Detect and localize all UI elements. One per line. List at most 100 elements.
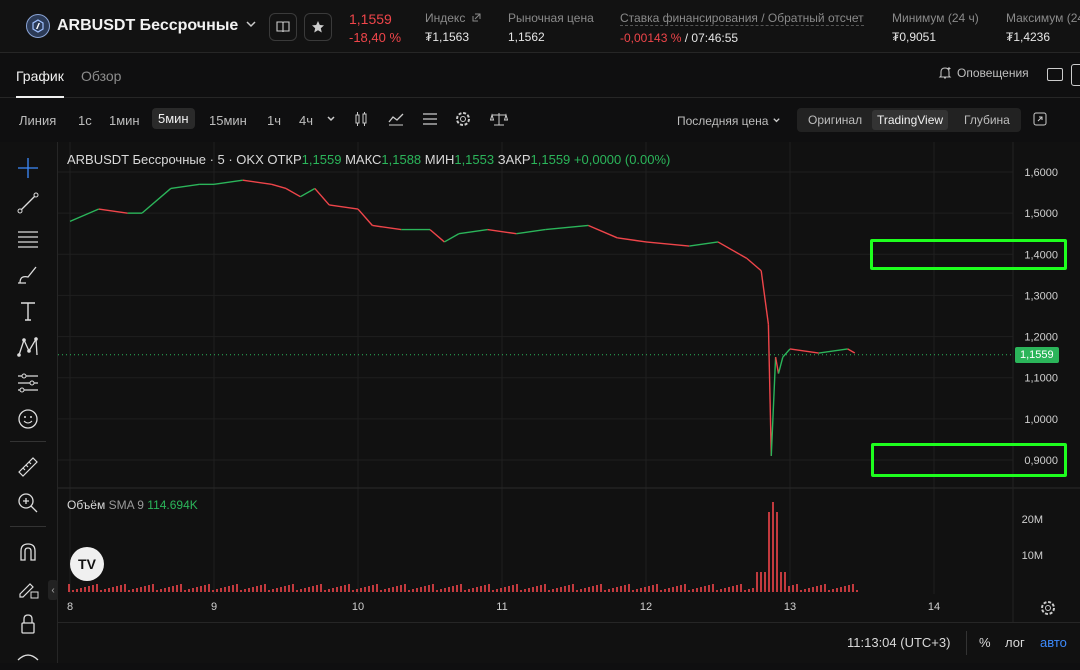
fib-lines-icon[interactable] (14, 225, 42, 253)
volume-bar (128, 590, 130, 592)
volume-bar (624, 585, 626, 592)
tf-1min[interactable]: 1мин (109, 113, 140, 128)
crosshair-icon[interactable] (14, 154, 42, 182)
volume-bar (464, 590, 466, 592)
volume-bar (76, 589, 78, 592)
lock-icon[interactable] (14, 610, 42, 638)
ruler-icon[interactable] (14, 453, 42, 481)
stat-index[interactable]: Индекс ₮1,1563 (425, 11, 481, 44)
tradingview-logo-icon[interactable]: TV (70, 547, 104, 581)
chart-toolbar: Линия 1с 1мин 5мин 15мин 1ч 4ч Последняя… (0, 98, 1080, 143)
tab-chart[interactable]: График (16, 68, 64, 98)
volume-bar (124, 584, 126, 592)
legend-high-label: МАКС (345, 152, 382, 167)
legend-low-label: МИН (424, 152, 455, 167)
volume-bar (348, 584, 350, 592)
candles-icon[interactable] (351, 109, 371, 129)
layout-toggle-icon[interactable] (1047, 68, 1063, 81)
legend-close-label: ЗАКР (497, 152, 531, 167)
stat-funding[interactable]: Ставка финансирования / Обратный отсчет … (620, 11, 864, 45)
pattern-icon[interactable] (14, 333, 42, 361)
view-tradingview[interactable]: TradingView (872, 110, 949, 130)
header-bar: ARBUSDT Бессрочные 1,1559 -18,40 % Индек… (0, 0, 1080, 53)
clock-utc[interactable]: 11:13:04 (UTC+3) (847, 635, 951, 650)
price-segment (777, 356, 784, 374)
volume-bar (796, 584, 798, 592)
volume-bar (148, 585, 150, 592)
volume-bar (632, 590, 634, 592)
pair-title[interactable]: ARBUSDT Бессрочные (57, 17, 239, 34)
stat-index-label: Индекс (425, 11, 466, 25)
view-original[interactable]: Оригинал (808, 113, 863, 127)
tf-1h[interactable]: 1ч (267, 113, 282, 128)
alerts-button[interactable]: Оповещения (938, 66, 1029, 80)
tf-4h[interactable]: 4ч (299, 113, 314, 128)
volume-bar (356, 589, 358, 592)
volume-bar (368, 586, 370, 592)
tab-overview[interactable]: Обзор (81, 68, 122, 84)
forecast-icon[interactable] (14, 369, 42, 397)
favorite-star-icon[interactable] (304, 13, 332, 41)
volume-value: 114.694K (147, 498, 198, 512)
volume-bar (268, 590, 270, 592)
eye-icon[interactable] (14, 642, 42, 670)
volume-bar (600, 584, 602, 592)
indicators-icon[interactable] (386, 109, 406, 129)
volume-bar (412, 589, 414, 592)
tf-1s[interactable]: 1с (78, 113, 92, 128)
list-icon[interactable] (420, 109, 440, 129)
price-type-select[interactable]: Последняя цена (677, 114, 781, 128)
fullscreen-icon[interactable] (1030, 109, 1050, 129)
brush-icon[interactable] (14, 261, 42, 289)
external-link-icon[interactable] (472, 13, 481, 22)
legend-open-label: ОТКР (267, 152, 302, 167)
volume-bar (468, 589, 470, 592)
arbitrum-logo-icon (26, 14, 50, 38)
volume-bar (252, 587, 254, 592)
price-chart[interactable]: 1,6000 1,5000 1,4000 1,3000 1,2000 1,1000 1,00… (58, 142, 1080, 622)
chevron-down-icon[interactable] (326, 114, 336, 124)
volume-bar (260, 585, 262, 592)
volume-bar (68, 584, 70, 592)
zoom-in-icon[interactable] (14, 489, 42, 517)
legend-title: ARBUSDT Бессрочные · 5 · OKX (67, 152, 264, 167)
emoji-icon[interactable] (14, 405, 42, 433)
settings-gear-icon[interactable] (1040, 600, 1056, 619)
volume-bar (100, 590, 102, 592)
chart-area[interactable]: 1,6000 1,5000 1,4000 1,3000 1,2000 1,1000 1,00… (58, 142, 1080, 663)
volume-bar (400, 585, 402, 592)
magnet-icon[interactable] (14, 538, 42, 566)
panel-edge-icon[interactable] (1071, 64, 1080, 86)
volume-bar (224, 587, 226, 592)
tf-15min[interactable]: 15мин (209, 113, 247, 128)
volume-bar (312, 586, 314, 592)
gear-icon[interactable] (453, 109, 473, 129)
price-segment (645, 241, 690, 247)
view-depth[interactable]: Глубина (964, 113, 1010, 127)
auto-toggle[interactable]: авто (1040, 635, 1067, 650)
chevron-down-icon (773, 118, 780, 123)
volume-bar (416, 588, 418, 592)
x-tick-label: 9 (211, 601, 217, 613)
volume-bar (280, 587, 282, 592)
volume-bar (156, 590, 158, 592)
tf-line[interactable]: Линия (19, 113, 57, 128)
book-icon[interactable] (269, 13, 297, 41)
trendline-icon[interactable] (14, 189, 42, 217)
percent-toggle[interactable]: % (979, 635, 991, 650)
legend-close: 1,1559 (530, 152, 571, 167)
tf-5min[interactable]: 5мин (152, 108, 195, 129)
volume-bar (840, 587, 842, 592)
lock-draw-icon[interactable] (14, 574, 42, 602)
scale-icon[interactable] (489, 109, 509, 129)
volume-bar (804, 589, 806, 592)
volume-bar (608, 589, 610, 592)
text-icon[interactable] (14, 297, 42, 325)
volume-bar (536, 586, 538, 592)
collapse-toolbar-icon[interactable]: ‹ (48, 580, 58, 600)
chevron-down-icon[interactable] (245, 18, 257, 30)
volume-bar (404, 584, 406, 592)
volume-bar (736, 585, 738, 592)
volume-bar (428, 585, 430, 592)
log-toggle[interactable]: лог (1005, 635, 1025, 650)
